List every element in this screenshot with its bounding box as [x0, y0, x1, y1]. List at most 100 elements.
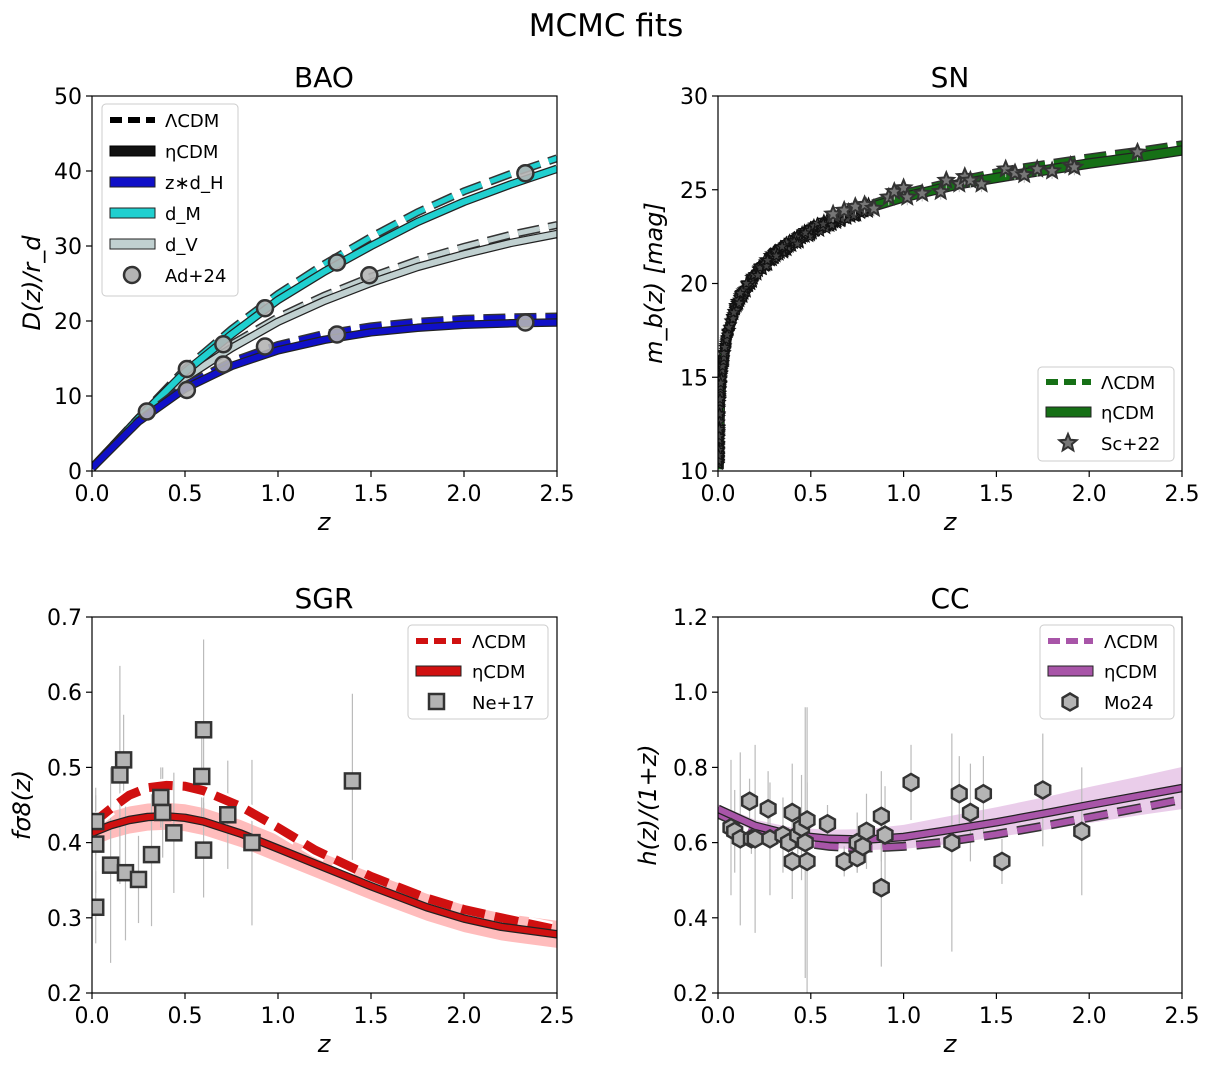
sgr-legend-etacdm: ηCDM — [472, 662, 525, 683]
bao-data-point — [214, 355, 233, 374]
sn-data-point — [769, 249, 783, 262]
cc-xtick-label: 2.5 — [1165, 1004, 1200, 1029]
sgr-data-point — [92, 835, 105, 853]
sn-xlabel: z — [943, 508, 958, 536]
sgr-xtick-label: 1.5 — [354, 1004, 389, 1029]
sgr-ytick-label: 0.3 — [47, 907, 82, 932]
sgr-data-point — [153, 803, 172, 822]
sgr-data-point — [165, 824, 183, 842]
cc-legend-etacdm: ηCDM — [1104, 662, 1157, 683]
sgr-frame — [91, 616, 558, 994]
cc-data-point — [759, 798, 777, 819]
bao-legend-dm-swatch — [109, 207, 156, 219]
bao-zdh-etacdm-line — [92, 319, 557, 471]
bao-data-point — [255, 299, 275, 318]
sn-data-point — [751, 268, 765, 281]
cc-ytick-label: 1.0 — [673, 681, 708, 706]
sn-data-point — [1064, 156, 1085, 176]
sn-legend-etacdm-swatch — [1045, 406, 1092, 418]
bao-legend-dv: d_V — [165, 235, 198, 256]
sgr-ytick-label: 0.2 — [47, 982, 82, 1007]
cc-title: CC — [930, 582, 969, 615]
bao-data-point — [327, 325, 347, 344]
cc-data-point — [950, 783, 968, 804]
sgr-xtick-label: 2.5 — [540, 1004, 575, 1029]
sn-data-point — [912, 182, 933, 203]
sgr-xtick-label: 0.0 — [75, 1004, 110, 1029]
cc-data-point — [974, 783, 993, 804]
sgr-data-point — [142, 845, 161, 864]
sgr-data-point — [111, 766, 129, 784]
sgr-lcdm-line — [92, 780, 557, 935]
cc-data-point — [783, 851, 801, 872]
bao-ytick-label: 20 — [54, 310, 82, 335]
panel-sn: SN 0.0 0.5 1.0 1.5 2.0 2.5 10 15 20 25 30 z m_b(z)… — [640, 61, 1200, 536]
sn-data-point — [718, 407, 727, 420]
sgr-ytick-label: 0.5 — [47, 756, 82, 781]
bao-xtick-label: 1.0 — [261, 482, 296, 507]
sgr-data-point — [92, 898, 105, 917]
bao-ytick-label: 30 — [54, 235, 82, 260]
cc-ytick-label: 0.8 — [673, 756, 708, 781]
sn-xtick-label: 2.0 — [1072, 482, 1107, 507]
bao-xlabel: z — [317, 508, 332, 536]
sn-data-point — [733, 286, 747, 299]
sgr-data-point — [101, 856, 120, 874]
sgr-legend: ΛCDM ηCDM Ne+17 — [407, 624, 549, 720]
sn-legend: ΛCDM ηCDM Sc+22 — [1037, 366, 1175, 462]
bao-ylabel: D(z)/r_d — [18, 235, 46, 331]
sn-data-point — [727, 305, 741, 319]
sgr-data-point — [92, 812, 105, 831]
sn-data-point — [760, 253, 774, 266]
sgr-xtick-label: 0.5 — [168, 1004, 203, 1029]
cc-data-point — [872, 806, 890, 827]
sn-data-point — [718, 448, 726, 461]
bao-ytick-label: 50 — [54, 85, 82, 110]
sgr-legend-data: Ne+17 — [472, 693, 535, 714]
sn-data-point — [718, 422, 726, 435]
sn-data-point — [1027, 158, 1048, 178]
cc-xtick-label: 0.5 — [793, 1004, 828, 1029]
bao-xtick-label: 0.0 — [75, 482, 110, 507]
sn-legend-lcdm: ΛCDM — [1101, 373, 1155, 394]
sn-title: SN — [931, 61, 970, 94]
cc-data-point — [798, 810, 816, 830]
sn-ytick-label: 30 — [680, 85, 708, 110]
sn-data-point — [834, 199, 855, 219]
cc-data-point — [961, 802, 980, 823]
sgr-data-point — [343, 772, 362, 790]
bao-data-point — [516, 164, 535, 183]
cc-data-point — [854, 836, 872, 857]
sn-legend-data-marker — [1056, 431, 1080, 453]
sn-data-point — [718, 376, 728, 389]
sn-ytick-label: 10 — [680, 460, 708, 485]
bao-data-point — [137, 402, 157, 421]
panel-cc: CC 0.0 0.5 1.0 1.5 2.0 2.50.20.40.60.81.01.2 … — [634, 582, 1200, 1058]
bao-legend-dv-swatch — [109, 238, 156, 250]
sn-data-point — [930, 180, 951, 201]
bao-legend-lcdm: ΛCDM — [165, 111, 219, 132]
cc-legend-data: Mo24 — [1104, 693, 1153, 714]
panel-bao: BAO 0.0 0.5 1.0 1.5 2.0 2.5 0 10 20 30 40 50 z D(z)… — [18, 61, 575, 536]
cc-data-point — [783, 802, 801, 823]
bao-xtick-label: 1.5 — [354, 482, 389, 507]
bao-legend-dm: d_M — [165, 204, 201, 225]
sgr-xtick-label: 1.0 — [261, 1004, 296, 1029]
cc-data-point — [857, 821, 876, 842]
sgr-etacdm-line — [92, 813, 557, 938]
cc-xtick-label: 0.0 — [701, 1004, 736, 1029]
sgr-data-point — [194, 841, 213, 859]
cc-frame — [717, 616, 1183, 994]
cc-ytick-label: 0.2 — [673, 982, 708, 1007]
sgr-xlabel: z — [317, 1030, 332, 1058]
cc-legend-lcdm: ΛCDM — [1104, 632, 1158, 653]
sgr-ylabel: fσ8(z) — [8, 770, 36, 840]
cc-ytick-label: 0.6 — [673, 832, 708, 857]
bao-ytick-label: 40 — [54, 160, 82, 185]
sn-data-point — [863, 197, 884, 218]
cc-data-point — [876, 825, 894, 846]
bao-data-point — [177, 359, 197, 379]
sgr-ytick-label: 0.4 — [47, 832, 82, 857]
sn-data-point — [732, 296, 746, 309]
bao-legend-data: Ad+24 — [165, 266, 226, 287]
